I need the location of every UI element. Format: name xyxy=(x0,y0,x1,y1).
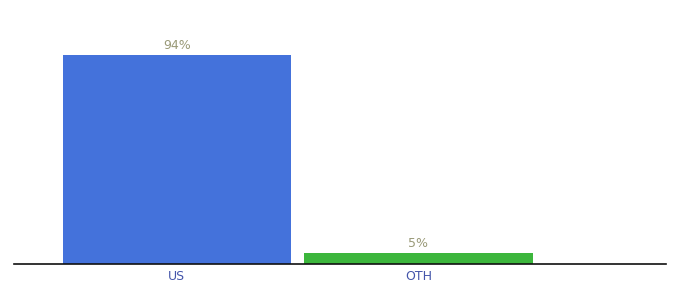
Bar xyxy=(304,253,532,264)
Text: 94%: 94% xyxy=(163,39,190,52)
Bar xyxy=(63,55,291,264)
Text: 5%: 5% xyxy=(408,237,428,250)
